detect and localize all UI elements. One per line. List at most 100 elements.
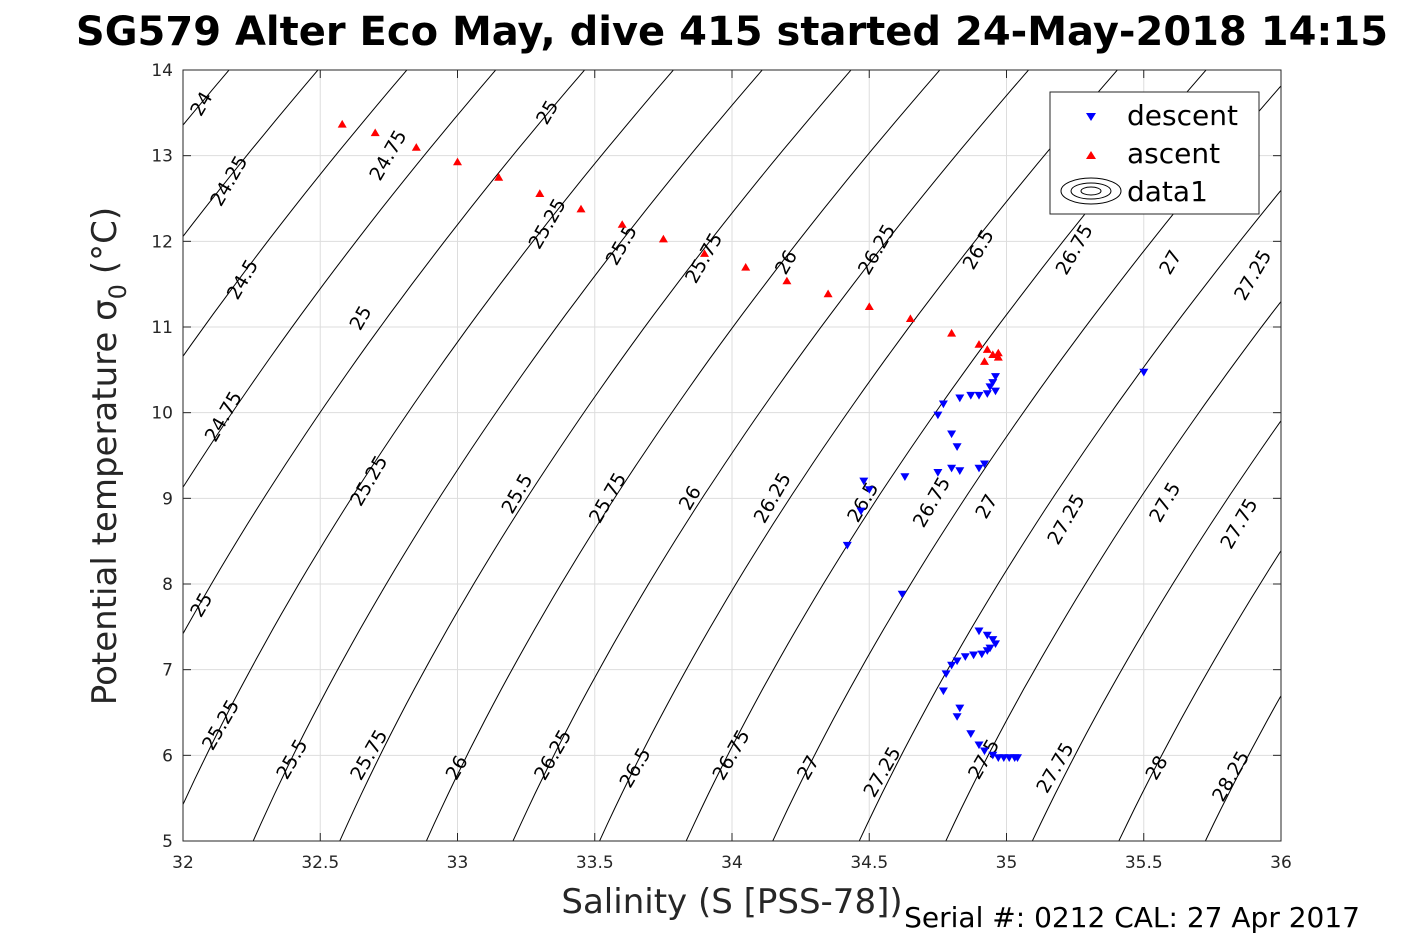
isopycnal-line — [858, 189, 1281, 841]
descent-point — [952, 657, 962, 666]
descent-point — [933, 411, 943, 420]
descent-point — [900, 473, 910, 481]
isopycnal-line — [512, 70, 1030, 841]
y-axis-label-unit: (°C) — [85, 207, 125, 274]
descent-point — [988, 751, 998, 760]
y-axis-label: Potential temperature σ0 (°C) — [85, 207, 132, 705]
x-tick-label: 34.5 — [850, 853, 888, 873]
y-tick-label: 6 — [162, 746, 173, 766]
x-tick-label: 32.5 — [301, 853, 339, 873]
x-tick-label: 35 — [996, 853, 1018, 873]
ascent-point — [741, 263, 751, 271]
ascent-point — [337, 119, 347, 128]
descent-point — [952, 443, 962, 451]
ascent-point — [993, 352, 1003, 361]
isopycnal-line — [1118, 549, 1281, 841]
descent-point — [1139, 368, 1149, 377]
x-axis-label: Salinity (S [PSS-78]) — [561, 882, 902, 922]
isopycnal-line — [339, 70, 852, 841]
descent-point — [960, 653, 970, 661]
y-tick-label: 12 — [151, 232, 173, 252]
descent-point — [947, 661, 957, 670]
ascent-point — [700, 249, 709, 257]
legend-ascent-marker — [1086, 151, 1096, 159]
legend-ascent-label: ascent — [1127, 137, 1220, 170]
y-tick-label: 9 — [162, 489, 173, 509]
y-tick-label: 8 — [162, 575, 173, 595]
descent-point — [941, 670, 951, 678]
descent-point — [842, 541, 852, 550]
ascent-point — [658, 234, 668, 243]
descent-point — [974, 741, 984, 750]
x-tick-label: 33.5 — [576, 853, 614, 873]
descent-point — [966, 730, 976, 738]
y-tick-label: 7 — [162, 661, 173, 681]
descent-point — [938, 400, 948, 409]
y-tick-label: 13 — [151, 147, 173, 167]
descent-series — [842, 368, 1149, 762]
isopycnal-line — [183, 70, 319, 238]
descent-point — [991, 387, 1000, 396]
x-tick-label: 35.5 — [1125, 853, 1163, 873]
descent-point — [988, 379, 998, 387]
ascent-point — [864, 302, 874, 310]
isopycnal-line — [425, 70, 941, 841]
ascent-point — [982, 345, 992, 353]
descent-point — [974, 391, 984, 400]
serial-calibration-footer: Serial #: 0212 CAL: 27 Apr 2017 — [904, 901, 1360, 934]
isopycnal-line — [183, 70, 497, 489]
descent-point — [969, 651, 979, 660]
descent-point — [991, 373, 1000, 381]
chart-title: SG579 Alter Eco May, dive 415 started 24… — [76, 9, 1388, 55]
descent-point — [985, 383, 995, 391]
isopycnal-line — [183, 70, 586, 635]
y-tick-label: 14 — [151, 61, 173, 81]
descent-point — [947, 464, 957, 473]
ascent-point — [494, 173, 504, 181]
x-tick-label: 36 — [1270, 853, 1292, 873]
ascent-point — [535, 189, 545, 197]
x-tick-label: 32 — [172, 853, 194, 873]
legend: descent ascent data1 — [1049, 91, 1260, 215]
isopycnal-line — [183, 70, 675, 806]
y-axis-label-main: Potential temperature σ — [85, 299, 125, 705]
descent-point — [966, 391, 976, 400]
ascent-point — [947, 328, 957, 337]
ascent-point — [576, 204, 586, 213]
descent-point — [980, 747, 989, 756]
descent-point — [1013, 754, 1022, 762]
x-axis-ticks: 32 32.5 33 33.5 34 34.5 35 35.5 36 — [172, 70, 1292, 873]
isopycnal-line — [1204, 694, 1281, 841]
descent-point — [955, 467, 965, 475]
ascent-point — [617, 220, 627, 228]
ascent-point — [411, 143, 421, 151]
ascent-point — [370, 128, 380, 137]
descent-point — [955, 704, 965, 713]
y-axis-ticks: 5 6 7 8 9 10 11 12 13 14 — [151, 61, 1281, 852]
descent-point — [974, 627, 984, 636]
legend-data1-label: data1 — [1127, 175, 1208, 208]
ascent-point — [980, 357, 989, 365]
ascent-point — [782, 276, 792, 285]
x-tick-label: 34 — [721, 853, 743, 873]
isopycnal-line — [1031, 419, 1281, 841]
ascent-point — [453, 157, 462, 166]
x-tick-label: 33 — [447, 853, 469, 873]
isopycnal-line — [183, 70, 408, 358]
ascent-point — [905, 314, 915, 322]
descent-point — [856, 507, 866, 516]
descent-point — [938, 687, 948, 696]
y-tick-label: 11 — [151, 318, 173, 338]
descent-point — [933, 469, 943, 477]
descent-point — [982, 390, 992, 398]
y-axis-label-subscript: 0 — [104, 284, 132, 299]
legend-descent-label: descent — [1127, 99, 1238, 132]
descent-point — [955, 394, 965, 403]
isopycnal-line — [945, 300, 1281, 841]
y-tick-label: 5 — [162, 832, 173, 852]
legend-contour-icon — [1060, 177, 1122, 205]
ascent-point — [988, 350, 998, 358]
y-tick-label: 10 — [151, 404, 173, 424]
descent-point — [864, 486, 874, 494]
